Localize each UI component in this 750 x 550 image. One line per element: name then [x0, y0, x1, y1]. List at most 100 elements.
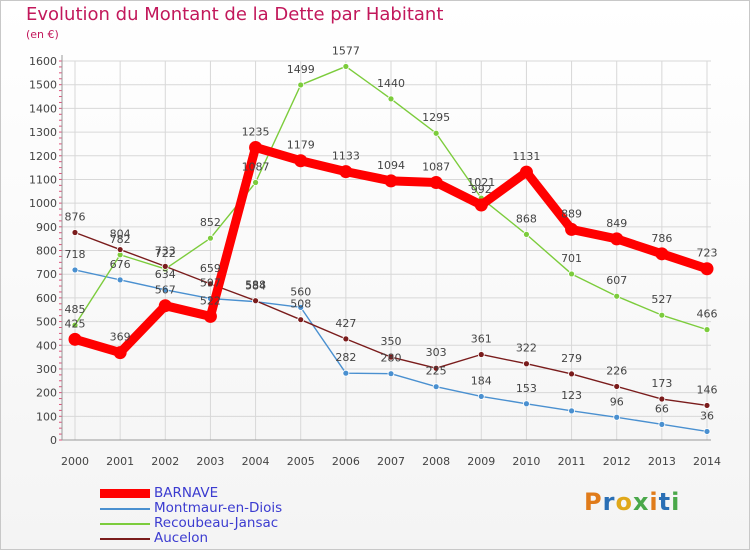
y-tick-label: 1000 — [29, 197, 57, 210]
x-tick-label: 2000 — [61, 455, 89, 468]
data-label: 36 — [700, 409, 714, 422]
data-point — [68, 332, 82, 346]
x-tick-label: 2010 — [512, 455, 540, 468]
data-label: 876 — [65, 210, 86, 223]
data-point — [158, 299, 172, 313]
data-label: 184 — [471, 374, 492, 387]
legend-swatch-recoubeau — [100, 523, 150, 525]
chart-subtitle: (en €) — [26, 28, 59, 41]
data-point — [477, 393, 485, 400]
x-tick-label: 2004 — [242, 455, 270, 468]
data-point — [658, 420, 666, 428]
chart-title: Evolution du Montant de la Dette par Hab… — [26, 4, 444, 25]
legend-label-aucelon: Aucelon — [154, 530, 209, 546]
data-label: 527 — [651, 293, 672, 306]
data-point — [161, 286, 169, 294]
data-point — [519, 165, 533, 179]
data-label: 282 — [335, 351, 356, 364]
x-tick-label: 2002 — [151, 455, 179, 468]
data-point — [474, 198, 488, 212]
legend-label-barnave: BARNAVE — [154, 485, 219, 501]
x-tick-label: 2001 — [106, 455, 134, 468]
data-label: 1131 — [512, 150, 540, 163]
data-label: 676 — [110, 258, 131, 271]
y-tick-label: 100 — [36, 410, 57, 423]
data-label: 597 — [200, 277, 221, 290]
data-point — [71, 321, 79, 329]
x-tick-label: 2003 — [196, 455, 224, 468]
data-point — [655, 247, 669, 261]
data-point — [658, 395, 666, 403]
data-point — [703, 402, 711, 409]
data-label: 322 — [516, 342, 537, 355]
data-point — [565, 222, 579, 236]
y-tick-label: 1500 — [29, 79, 57, 92]
data-point — [523, 360, 530, 368]
legend-label-recoubeau: Recoubeau-Jansac — [154, 515, 279, 531]
data-label: 567 — [155, 284, 176, 297]
x-tick-label: 2014 — [693, 455, 721, 468]
data-label: 485 — [65, 303, 86, 316]
data-label: 66 — [655, 402, 669, 415]
data-label: 1499 — [287, 63, 315, 76]
data-label: 522 — [200, 294, 221, 307]
x-tick-label: 2011 — [558, 455, 586, 468]
legend-swatch-barnave — [100, 489, 150, 498]
data-label: 1577 — [332, 44, 360, 57]
data-label: 607 — [606, 274, 627, 287]
x-tick-label: 2006 — [332, 455, 360, 468]
data-point — [477, 351, 485, 358]
data-point — [71, 266, 79, 274]
data-label: 733 — [155, 244, 176, 257]
data-point — [568, 270, 575, 278]
legend-item-montmaur: Montmaur-en-Diois — [100, 500, 360, 516]
data-label: 718 — [65, 248, 86, 261]
legend-label-montmaur: Montmaur-en-Diois — [154, 500, 283, 516]
data-label: 1094 — [377, 159, 405, 172]
data-label: 1295 — [422, 111, 450, 124]
x-tick-label: 2012 — [603, 455, 631, 468]
data-point — [113, 346, 127, 360]
data-label: 361 — [471, 332, 492, 345]
data-point — [116, 276, 124, 284]
legend: BARNAVE Montmaur-en-Diois Recoubeau-Jans… — [100, 485, 360, 546]
y-tick-label: 1100 — [29, 173, 57, 186]
data-point — [342, 63, 350, 70]
data-label: 723 — [697, 247, 718, 260]
data-label: 782 — [110, 233, 131, 246]
y-tick-label: 400 — [36, 339, 57, 352]
data-point — [294, 154, 308, 168]
data-label: 1440 — [377, 77, 405, 90]
x-tick-label: 2008 — [422, 455, 450, 468]
data-point — [252, 179, 259, 186]
data-point — [523, 400, 530, 408]
data-label: 279 — [561, 352, 582, 365]
data-label: 123 — [561, 389, 582, 402]
data-point — [429, 176, 443, 190]
data-point — [384, 174, 398, 188]
y-tick-label: 1300 — [29, 126, 57, 139]
data-label: 153 — [516, 382, 537, 395]
data-point — [116, 246, 124, 253]
x-tick-label: 2007 — [377, 455, 405, 468]
data-label: 369 — [110, 331, 131, 344]
y-tick-label: 1600 — [29, 55, 57, 68]
data-point — [297, 81, 305, 89]
data-label: 868 — [516, 212, 537, 225]
data-label: 1087 — [242, 161, 270, 174]
data-point — [568, 407, 575, 415]
data-label: 280 — [381, 352, 402, 365]
data-point — [161, 262, 169, 270]
legend-item-aucelon: Aucelon — [100, 530, 360, 546]
data-label: 992 — [471, 183, 492, 196]
data-label: 427 — [335, 317, 356, 330]
data-point — [523, 230, 530, 238]
x-tick-label: 2009 — [467, 455, 495, 468]
y-tick-label: 900 — [36, 221, 57, 234]
data-point — [71, 229, 79, 236]
y-tick-label: 200 — [36, 387, 57, 400]
legend-item-recoubeau: Recoubeau-Jansac — [100, 515, 360, 531]
y-tick-label: 800 — [36, 245, 57, 258]
data-label: 849 — [606, 217, 627, 230]
